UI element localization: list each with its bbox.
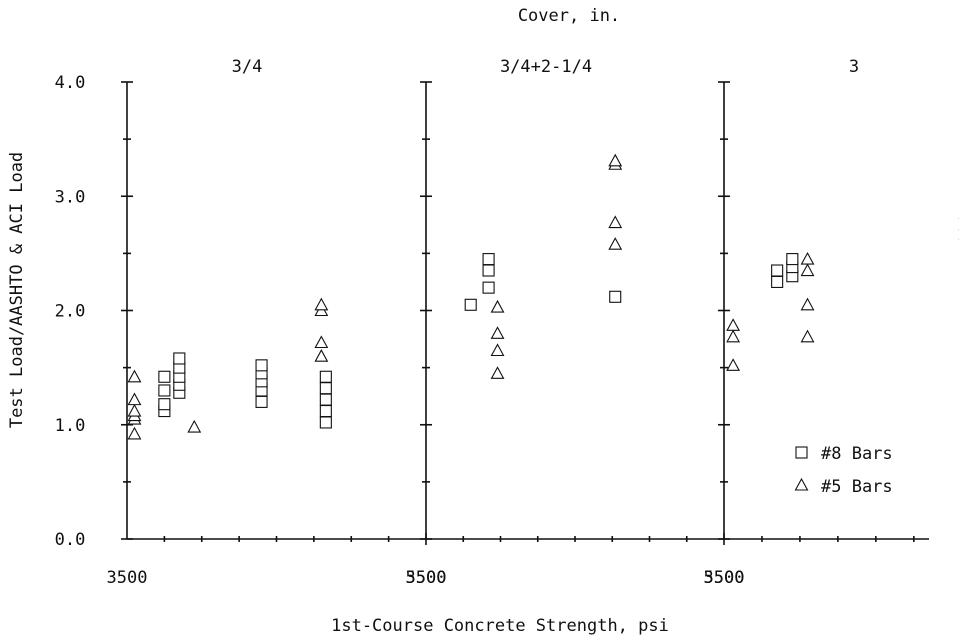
legend-entry-8-bars: #8 Bars bbox=[821, 444, 893, 464]
triangle-marker bbox=[314, 349, 329, 362]
square-marker bbox=[255, 359, 268, 372]
panel-2-header: 3/4+2-1/4 bbox=[500, 57, 592, 77]
square-marker bbox=[609, 290, 622, 303]
legend-entry-5-bars: #5 Bars bbox=[821, 477, 893, 497]
triangle-marker bbox=[608, 237, 623, 250]
triangle-marker bbox=[127, 403, 142, 417]
square-marker bbox=[482, 264, 495, 277]
y-tick-label: 0.0 bbox=[55, 530, 86, 550]
square-marker bbox=[173, 352, 186, 365]
triangle-marker bbox=[800, 263, 815, 277]
triangle-marker bbox=[800, 329, 815, 343]
triangle-marker bbox=[127, 426, 142, 440]
x-tick-label: 5500 bbox=[406, 568, 447, 588]
legend: #8 Bars #5 Bars bbox=[794, 444, 893, 497]
square-marker bbox=[158, 384, 171, 397]
triangle-marker bbox=[127, 392, 142, 406]
square-marker bbox=[319, 393, 332, 406]
square-marker bbox=[319, 382, 332, 395]
square-marker bbox=[158, 370, 171, 383]
square-marker bbox=[158, 398, 171, 411]
legend-square-marker bbox=[795, 446, 808, 459]
triangle-marker bbox=[726, 318, 741, 331]
y-tick-label: 2.0 bbox=[55, 302, 86, 322]
square-marker bbox=[319, 370, 332, 383]
square-marker bbox=[482, 253, 495, 266]
triangle-marker bbox=[726, 329, 741, 343]
y-tick-label: 1.0 bbox=[55, 416, 86, 436]
y-axis-label: Test Load/AASHTO & ACI Load bbox=[7, 152, 27, 428]
square-marker bbox=[464, 298, 477, 311]
triangle-marker bbox=[726, 358, 741, 371]
panel-1-header: 3/4 bbox=[232, 57, 263, 77]
axes-layer: 3/4350055003/4+2-1/4350055003350055000.0… bbox=[55, 57, 929, 588]
square-marker bbox=[771, 275, 784, 288]
x-tick-label: 3500 bbox=[107, 568, 148, 588]
x-tick-label: 3500 bbox=[704, 568, 745, 588]
x-axis-label: 1st-Course Concrete Strength, psi bbox=[331, 616, 669, 636]
square-marker bbox=[319, 416, 332, 429]
triangle-marker bbox=[608, 153, 623, 167]
square-marker bbox=[786, 253, 799, 266]
triangle-marker bbox=[800, 297, 815, 311]
triangle-marker bbox=[490, 326, 505, 339]
x-tick-label: 3500 bbox=[406, 568, 447, 588]
marks-layer bbox=[127, 153, 959, 440]
y-tick-label: 3.0 bbox=[55, 187, 86, 207]
triangle-marker bbox=[187, 419, 202, 433]
triangle-marker bbox=[490, 366, 505, 379]
square-marker bbox=[482, 281, 495, 294]
triangle-marker bbox=[314, 335, 329, 349]
triangle-marker bbox=[314, 297, 329, 311]
y-tick-label: 4.0 bbox=[55, 73, 86, 93]
triangle-marker bbox=[800, 251, 815, 265]
triangle-marker bbox=[127, 369, 142, 383]
triangle-marker bbox=[608, 215, 623, 229]
square-marker bbox=[771, 264, 784, 277]
panel-3-header: 3 bbox=[849, 57, 859, 77]
triangle-marker bbox=[490, 299, 505, 313]
square-marker bbox=[319, 404, 332, 418]
triangle-marker bbox=[490, 343, 505, 357]
x-tick-label: 5500 bbox=[704, 568, 745, 588]
legend-triangle-marker bbox=[794, 477, 809, 491]
chart-title: Cover, in. bbox=[518, 6, 620, 26]
square-marker bbox=[255, 395, 268, 408]
